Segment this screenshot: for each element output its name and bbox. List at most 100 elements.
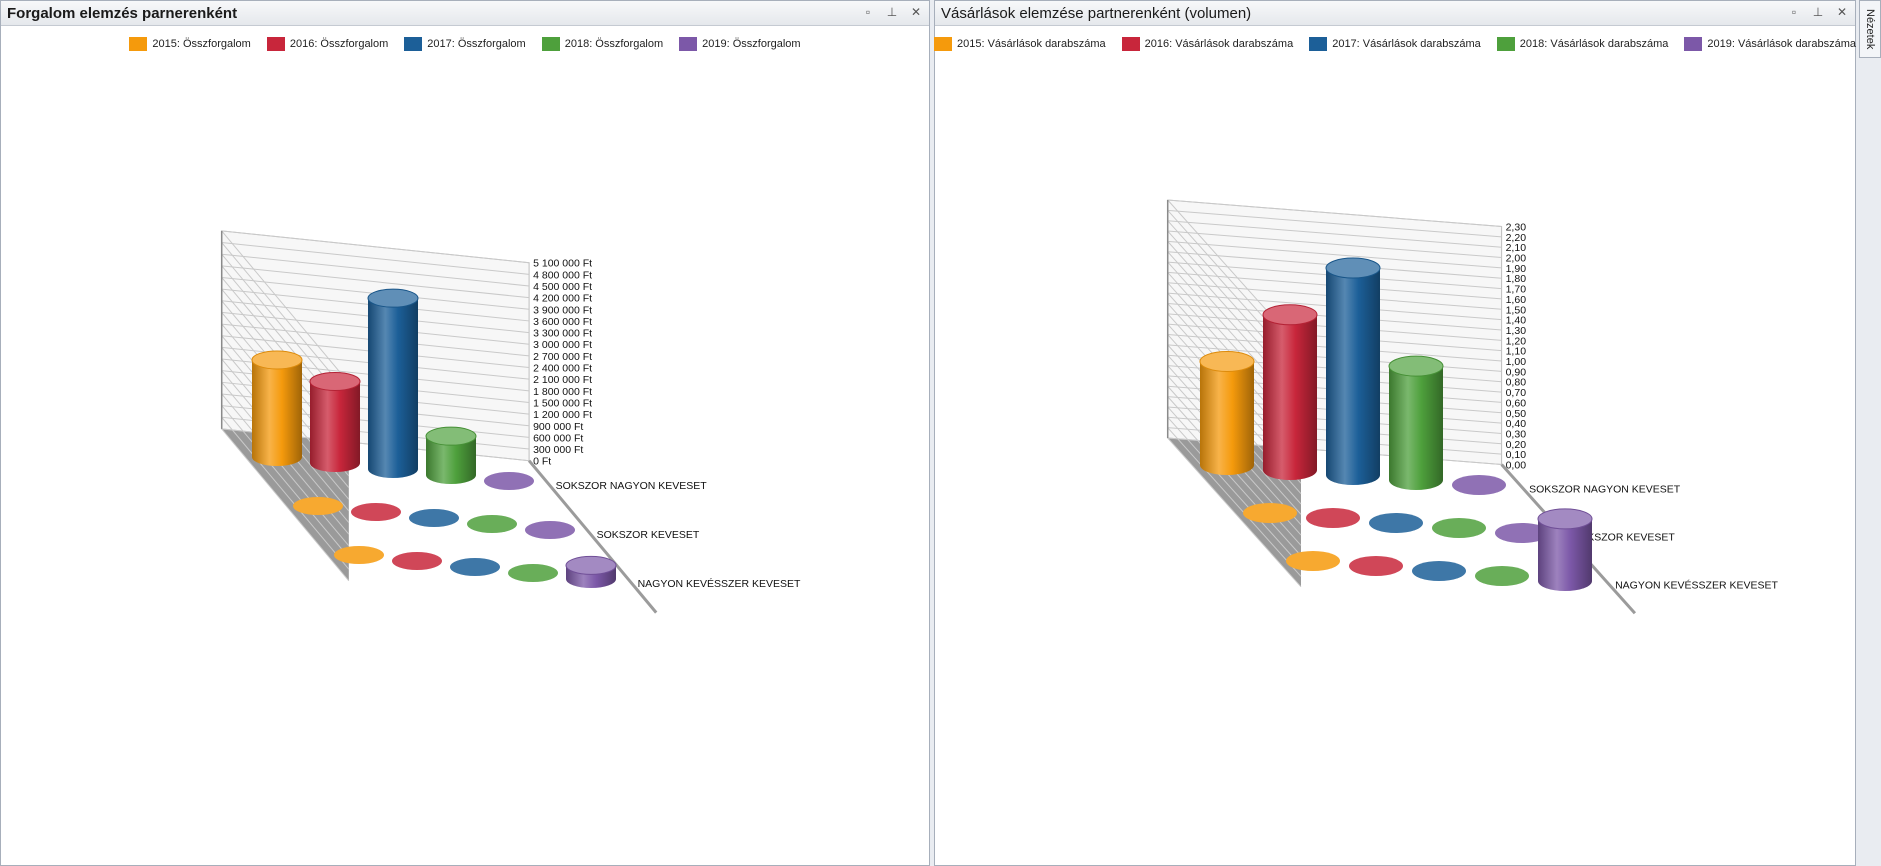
cylinder-bar [450,558,500,576]
zero-value-disc [1432,518,1486,538]
legend-label: 2018: Összforgalom [564,38,664,50]
zero-value-disc [508,564,558,582]
pin-icon[interactable]: ⊥ [1812,5,1824,19]
restore-icon[interactable]: ▫ [865,5,871,19]
right-legend-item: 2017: Vásárlások darabszáma [1309,37,1481,51]
close-icon[interactable]: ✕ [1836,5,1848,19]
y-tick-label: 0,70 [1506,387,1527,399]
restore-icon[interactable]: ▫ [1791,5,1797,19]
zero-value-disc [1412,561,1466,581]
cylinder-bar [293,497,343,515]
legend-swatch [1121,37,1140,51]
legend-label: 2018: Vásárlások darabszáma [1519,38,1669,50]
zero-value-disc [1243,503,1297,523]
legend-swatch [934,37,953,51]
zero-value-disc [1495,523,1549,543]
zero-value-disc [1306,508,1360,528]
zero-value-disc [484,472,534,490]
legend-label: 2016: Vásárlások darabszáma [1144,38,1294,50]
y-tick-label: 600 000 Ft [533,432,583,444]
y-tick-label: 1,40 [1506,315,1527,327]
y-tick-label: 2 100 000 Ft [533,374,592,386]
y-tick-label: 1,20 [1506,335,1527,347]
left-panel-header: Forgalom elemzés parnerenként ▫ ⊥ ✕ [1,1,929,26]
side-gridline [1167,416,1302,567]
back-gridline [1167,240,1502,269]
side-gridline [1167,406,1302,557]
y-tick-label: 0,30 [1506,428,1527,440]
cylinder-bar [1432,518,1486,538]
cylinder-bar [484,472,534,490]
cylinder-bar [1286,551,1340,571]
y-tick-label: 2,10 [1506,242,1527,254]
cylinder-body [426,436,476,484]
legend-label: 2015: Összforgalom [152,38,251,50]
cylinder-top [1537,508,1593,530]
y-tick-label: 4 500 000 Ft [533,281,592,293]
left-chart-panel: Forgalom elemzés parnerenként ▫ ⊥ ✕ 2015… [0,0,930,866]
side-gridline [221,416,350,570]
y-tick-label: 1,10 [1506,346,1527,358]
right-panel-title: Vásárlások elemzése partnerenként (volum… [941,4,1252,22]
side-gridline [1167,437,1302,588]
y-tick-label: 0,40 [1506,418,1527,430]
cylinder-body [310,381,360,472]
y-tick-label: 4 200 000 Ft [533,293,592,305]
cylinder-body [252,359,302,466]
y-tick-label: 5 100 000 Ft [533,258,592,270]
cylinder-bar [565,555,617,588]
cylinder-bar [367,288,419,478]
left-legend-item: 2017: Összforgalom [404,37,526,51]
close-icon[interactable]: ✕ [910,5,922,19]
legend-label: 2016: Összforgalom [289,38,389,50]
zero-value-disc [1452,475,1506,495]
zero-value-disc [409,509,459,527]
zero-value-disc [467,515,517,533]
zero-value-disc [1475,566,1529,586]
y-tick-label: 1 800 000 Ft [533,386,592,398]
y-tick-label: 0 Ft [533,456,551,468]
right-legend-item: 2019: Vásárlások darabszáma [1684,37,1856,51]
cylinder-bar [1412,561,1466,581]
legend-swatch [1496,37,1515,51]
y-tick-label: 0,00 [1506,460,1527,472]
left-legend: 2015: Összforgalom 2016: Összforgalom 2017… [1,37,929,51]
legend-label: 2017: Összforgalom [427,38,526,50]
side-gridline [221,230,350,384]
back-gridline [221,230,530,264]
back-gridline [221,265,530,299]
left-panel-controls: ▫ ⊥ ✕ [861,5,923,19]
cylinder-body [1263,314,1317,480]
right-panel-header: Vásárlások elemzése partnerenként (volum… [935,1,1855,26]
zero-value-disc [1369,513,1423,533]
right-legend-item: 2018: Vásárlások darabszáma [1496,37,1669,51]
zero-value-disc [1286,551,1340,571]
legend-swatch [541,37,560,51]
y-tick-label: 2 700 000 Ft [533,351,592,363]
cylinder-top [565,555,617,575]
cylinder-bar [508,564,558,582]
y-tick-label: 1,50 [1506,304,1527,316]
pin-icon[interactable]: ⊥ [886,5,898,19]
legend-swatch [1684,37,1703,51]
left-legend-item: 2015: Összforgalom [129,37,251,51]
cylinder-bar [1199,351,1255,475]
legend-swatch [1309,37,1328,51]
cylinder-body [1326,268,1380,485]
category-label: SOKSZOR NAGYON KEVESET [556,480,708,492]
y-tick-label: 2,20 [1506,232,1527,244]
zero-value-disc [334,546,384,564]
category-label: NAGYON KEVÉSSZER KEVESET [1615,579,1778,592]
y-tick-label: 3 300 000 Ft [533,328,592,340]
views-side-tab[interactable]: Nézetek [1859,0,1881,58]
y-tick-label: 3 000 000 Ft [533,339,592,351]
legend-label: 2015: Vásárlások darabszáma [957,38,1106,50]
cylinder-bar [525,521,575,539]
right-legend-item: 2016: Vásárlások darabszáma [1121,37,1294,51]
left-legend-item: 2016: Összforgalom [266,37,389,51]
side-gridline [1167,427,1302,577]
y-tick-label: 2,30 [1506,222,1527,234]
zero-value-disc [392,552,442,570]
zero-value-disc [450,558,500,576]
